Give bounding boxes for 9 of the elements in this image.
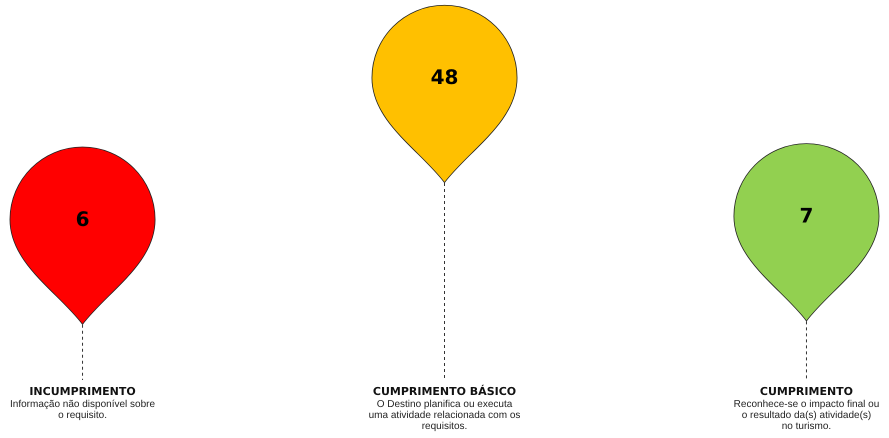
data-label: 48	[430, 65, 458, 89]
text: Reconhece-se o impacto final ou o resultado da(s) atividade(s) no turismo.	[734, 399, 880, 432]
data-label: 6	[76, 206, 90, 231]
category-label: CUMPRIMENTO BÁSICO	[372, 384, 516, 398]
text: Informação não disponível sobre o requisito.	[10, 399, 156, 421]
text: O Destino planifica ou executa uma atividade relacionada com os requisitos.	[368, 399, 520, 432]
category-label: INCUMPRIMENTO	[29, 385, 136, 398]
data-label: 7	[800, 203, 814, 228]
category-label: CUMPRIMENTO	[760, 385, 854, 398]
